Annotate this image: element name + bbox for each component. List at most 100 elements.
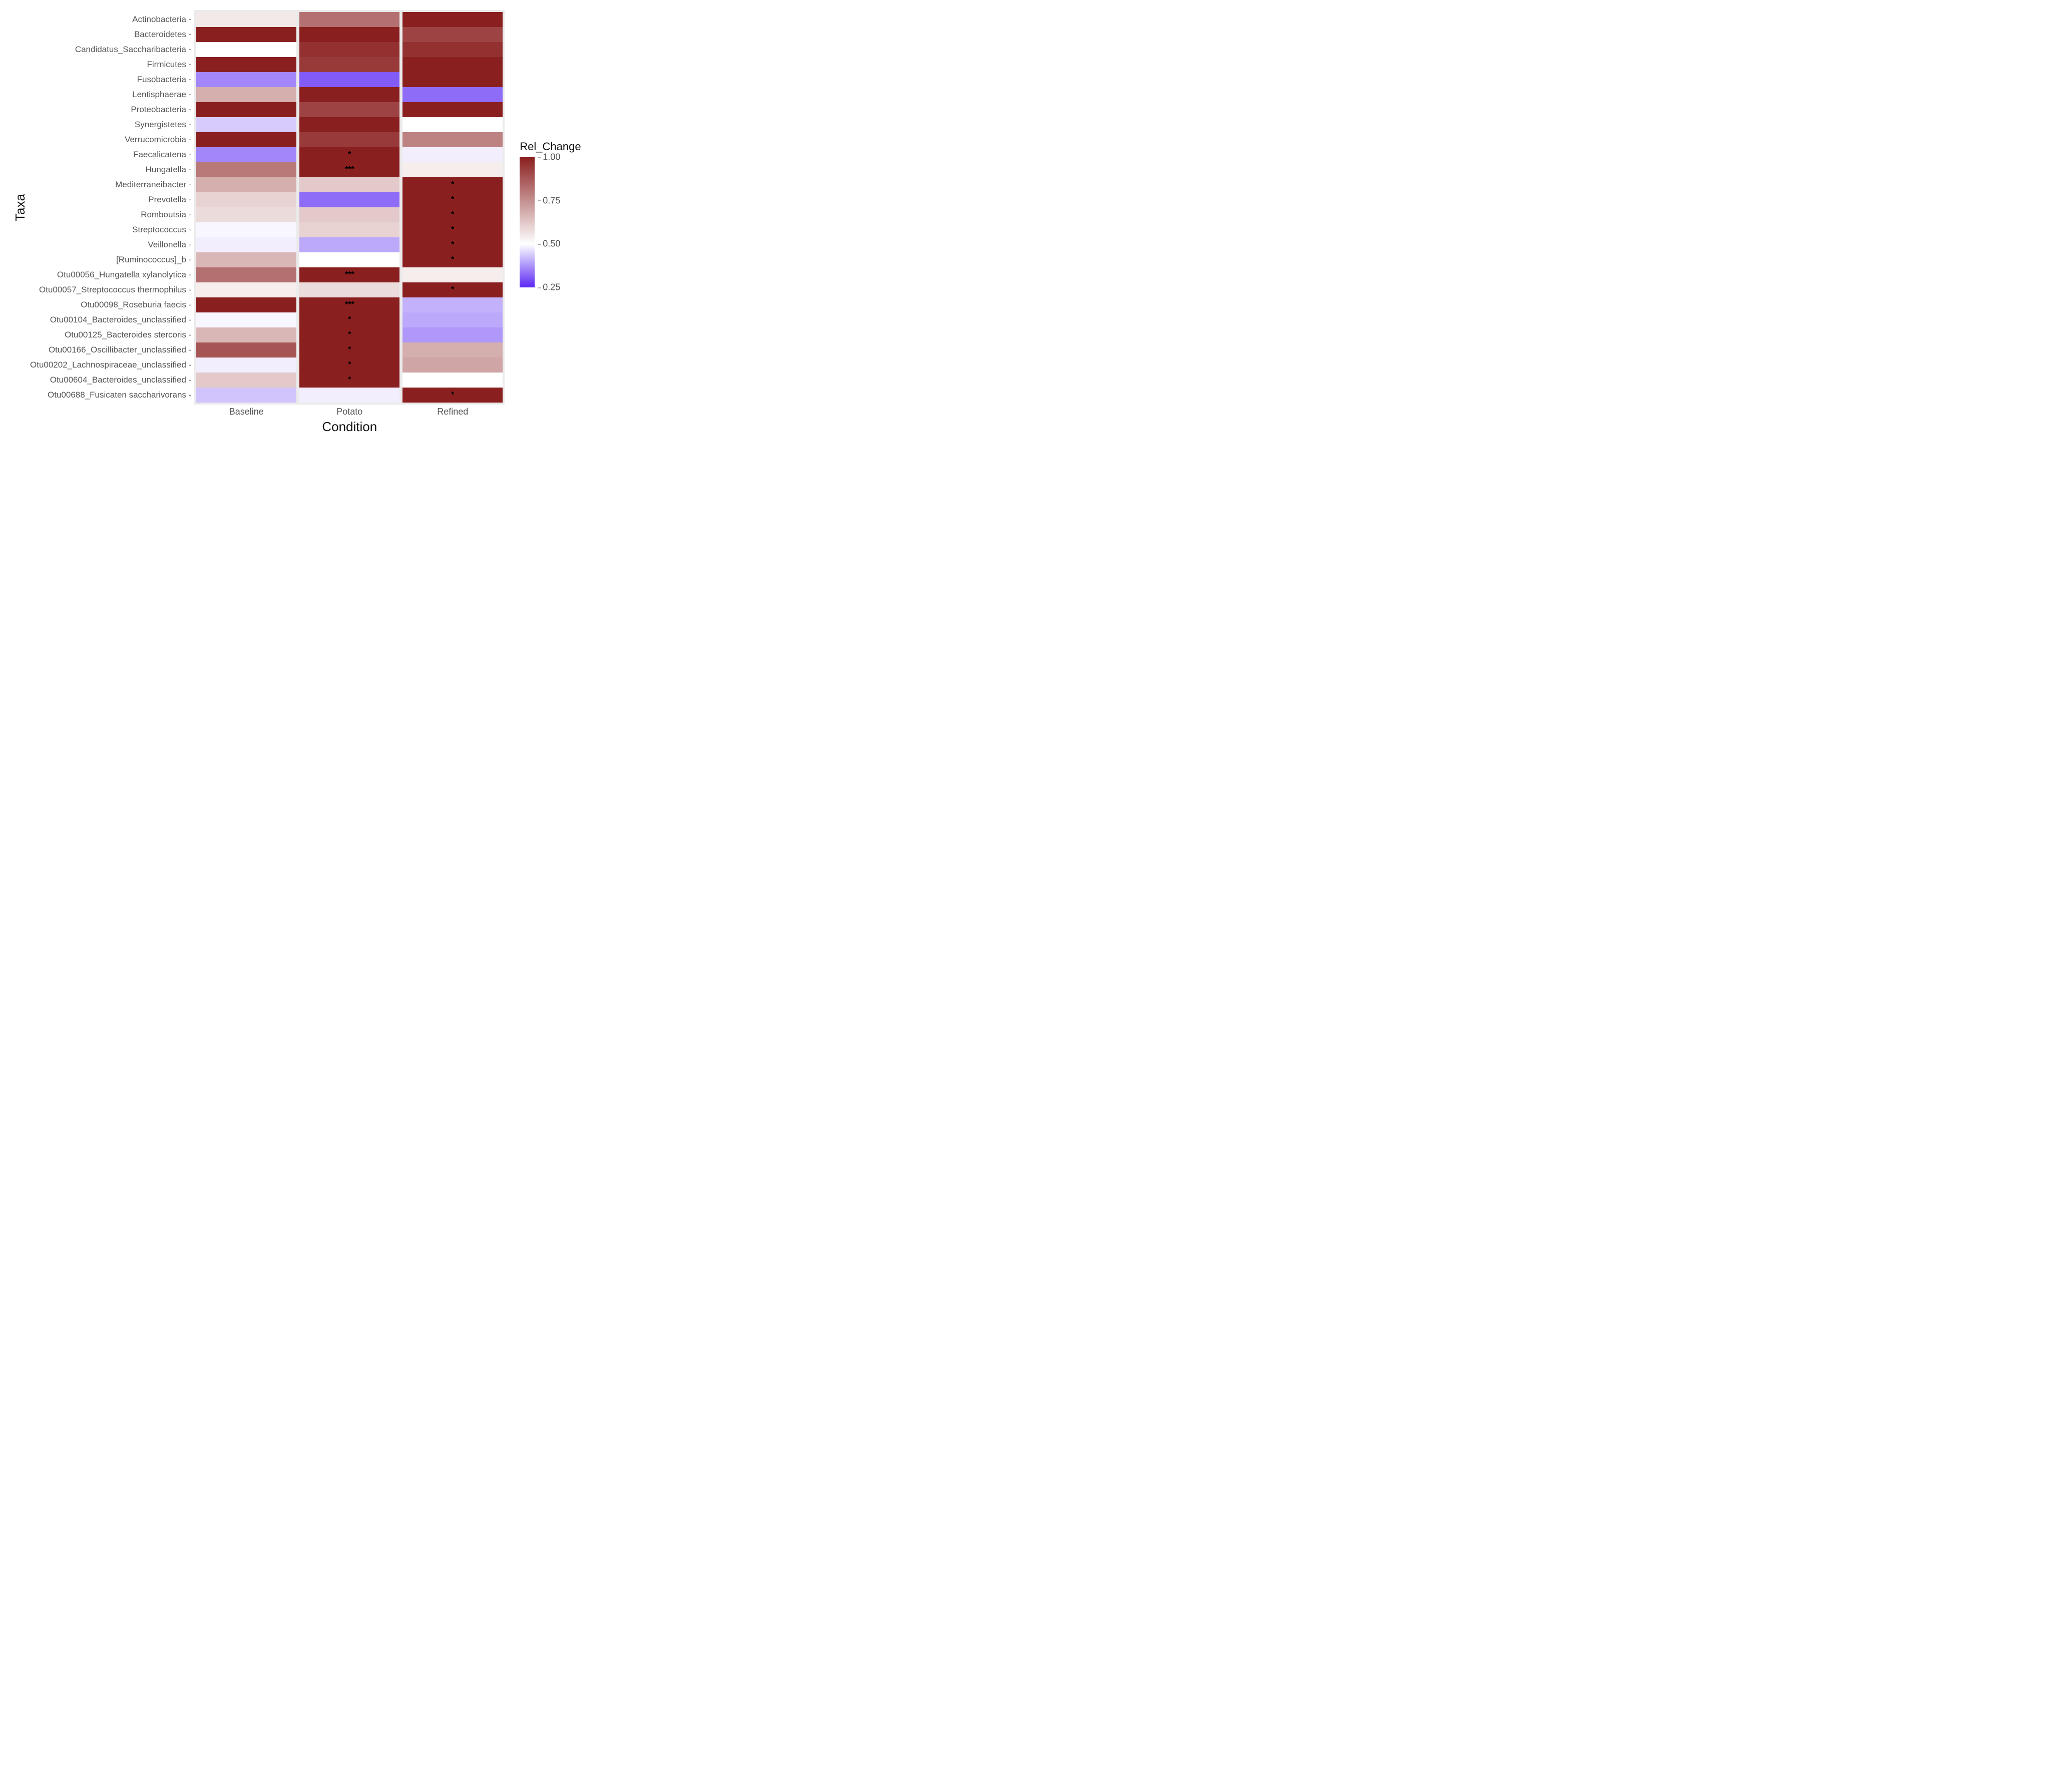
heatmap-cell <box>402 327 503 342</box>
heatmap-cell <box>196 388 296 403</box>
significance-marker: * <box>451 286 454 294</box>
legend-tick-label: 0.25 <box>538 282 560 293</box>
heatmap-cell <box>196 192 296 207</box>
heatmap-cell <box>299 72 399 87</box>
heatmap-cell: * <box>299 327 399 342</box>
heatmap-cell <box>196 42 296 57</box>
heatmap-cell <box>402 162 503 177</box>
significance-marker: * <box>348 376 351 384</box>
color-legend: Rel_Change 1.000.750.500.25 <box>520 140 581 287</box>
heatmap-cell: * <box>299 147 399 162</box>
heatmap-cell <box>196 357 296 373</box>
heatmap-cell <box>402 312 503 327</box>
legend-bar-wrap: 1.000.750.500.25 <box>520 157 581 287</box>
heatmap-cell: * <box>402 237 503 252</box>
heatmap-cell <box>196 147 296 162</box>
plot-area: *********************** BaselinePotatoRe… <box>194 10 505 435</box>
x-tick-label: Potato <box>299 407 399 417</box>
y-tick-label: Proteobacteria <box>131 102 191 117</box>
heatmap-cell <box>402 42 503 57</box>
heatmap-cell <box>196 342 296 357</box>
heatmap-cell <box>196 252 296 267</box>
heatmap-cell <box>196 222 296 237</box>
heatmap-cell: * <box>402 388 503 403</box>
x-axis-title: Condition <box>194 419 505 435</box>
heatmap-grid: *********************** <box>196 12 503 403</box>
y-tick-label: Veillonella <box>148 237 191 252</box>
y-tick-label: Otu00104_Bacteroides_unclassified <box>50 312 192 327</box>
y-tick-label: Candidatus_Saccharibacteria <box>75 42 191 57</box>
heatmap-cell <box>402 72 503 87</box>
significance-marker: * <box>451 391 454 399</box>
y-tick-label: [Ruminococcus]_b <box>116 252 191 267</box>
y-tick-label: Firmicutes <box>147 57 192 72</box>
significance-marker: * <box>451 256 454 264</box>
heatmap-cell <box>196 267 296 282</box>
heatmap-cell <box>299 42 399 57</box>
heatmap-cell <box>299 177 399 192</box>
x-tick-label: Refined <box>402 407 503 417</box>
heatmap-cell <box>196 297 296 312</box>
plot-background: *********************** <box>194 10 505 405</box>
heatmap-cell <box>196 72 296 87</box>
legend-tick-label: 0.75 <box>538 195 560 206</box>
heatmap-cell <box>402 132 503 147</box>
heatmap-cell <box>196 12 296 27</box>
significance-marker: * <box>348 151 351 159</box>
legend-title: Rel_Change <box>520 140 581 153</box>
heatmap-cell: * <box>402 207 503 222</box>
heatmap-cell <box>196 57 296 72</box>
significance-marker: *** <box>345 301 354 309</box>
y-tick-label: Fusobacteria <box>137 72 192 87</box>
heatmap-cell: * <box>402 222 503 237</box>
y-tick-label: Otu00056_Hungatella xylanolytica <box>57 267 191 282</box>
y-tick-label: Prevotella <box>148 192 191 207</box>
heatmap-cell: * <box>402 192 503 207</box>
heatmap-cell <box>196 27 296 42</box>
y-tick-label: Otu00125_Bacteroides stercoris <box>65 327 191 342</box>
y-tick-label: Verrucomicrobia <box>125 132 191 147</box>
heatmap-cell: *** <box>299 267 399 282</box>
x-tick-label: Baseline <box>196 407 296 417</box>
heatmap-cell <box>299 57 399 72</box>
significance-marker: * <box>451 181 454 189</box>
y-tick-label: Otu00057_Streptococcus thermophilus <box>39 282 191 297</box>
heatmap-cell: * <box>402 177 503 192</box>
heatmap-cell: *** <box>299 162 399 177</box>
heatmap-cell: *** <box>299 297 399 312</box>
heatmap-cell <box>402 267 503 282</box>
significance-marker: * <box>348 331 351 339</box>
significance-marker: * <box>348 361 351 369</box>
heatmap-cell <box>196 162 296 177</box>
heatmap-cell <box>299 207 399 222</box>
heatmap-cell <box>299 282 399 297</box>
y-tick-label: Actinobacteria <box>132 12 191 27</box>
heatmap-cell <box>196 312 296 327</box>
y-tick-label: Bacteroidetes <box>134 27 191 42</box>
heatmap-chart: Taxa ActinobacteriaBacteroidetesCandidat… <box>10 10 2046 435</box>
heatmap-cell: * <box>402 252 503 267</box>
heatmap-cell <box>402 27 503 42</box>
heatmap-cell <box>299 192 399 207</box>
y-tick-label: Otu00098_Roseburia faecis <box>81 297 191 312</box>
heatmap-cell: * <box>299 342 399 357</box>
heatmap-cell <box>196 102 296 117</box>
heatmap-cell <box>196 327 296 342</box>
heatmap-cell <box>299 117 399 132</box>
y-tick-label: Romboutsia <box>141 207 191 222</box>
y-tick-label: Lentisphaerae <box>132 87 191 102</box>
heatmap-cell <box>196 177 296 192</box>
legend-colorbar <box>520 157 535 287</box>
significance-marker: * <box>451 241 454 249</box>
y-tick-label: Streptococcus <box>132 222 191 237</box>
heatmap-cell <box>299 87 399 102</box>
y-tick-label: Faecalicatena <box>133 147 191 162</box>
legend-tick-label: 0.50 <box>538 239 560 249</box>
significance-marker: * <box>348 346 351 354</box>
heatmap-cell <box>299 388 399 403</box>
heatmap-cell <box>299 12 399 27</box>
y-tick-label: Otu00202_Lachnospiraceae_unclassified <box>30 357 191 373</box>
heatmap-cell <box>299 252 399 267</box>
y-tick-label: Hungatella <box>146 162 192 177</box>
y-tick-label: Mediterraneibacter <box>115 177 191 192</box>
